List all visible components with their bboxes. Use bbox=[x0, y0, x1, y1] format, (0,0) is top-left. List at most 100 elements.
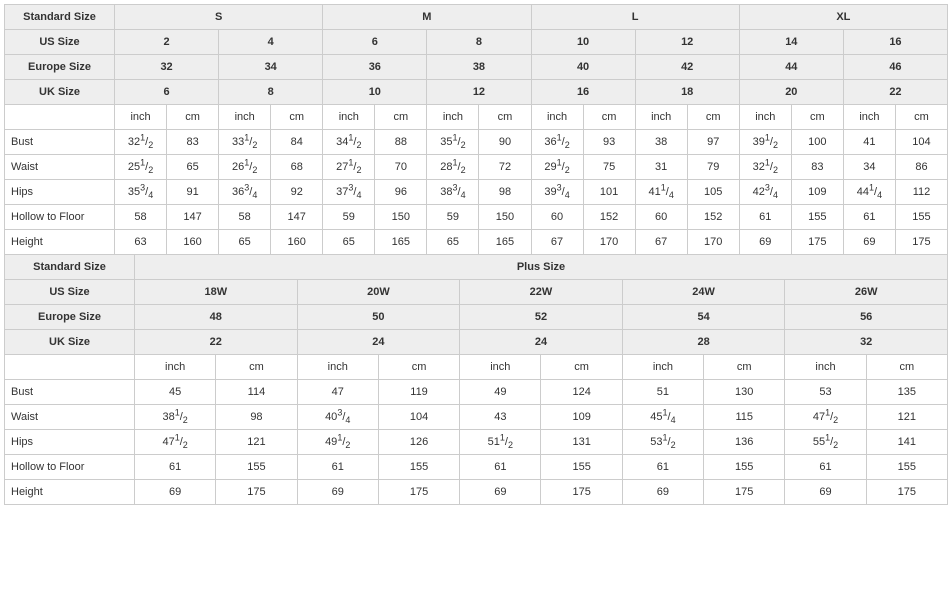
eu-4: 40 bbox=[531, 55, 635, 80]
row-hips-plus: Hips 471/2121 491/2126 511/2131 531/2136… bbox=[5, 430, 948, 455]
unit-inch: inch bbox=[115, 105, 167, 130]
row-hollow-plus: Hollow to Floor 61155 61155 61155 61155 … bbox=[5, 455, 948, 480]
cell: 170 bbox=[687, 230, 739, 255]
pus-0: 18W bbox=[135, 280, 298, 305]
puk-1: 24 bbox=[297, 330, 460, 355]
header-europe-size-2: Europe Size bbox=[5, 305, 135, 330]
unit-inch: inch bbox=[323, 105, 375, 130]
cell: 92 bbox=[271, 180, 323, 205]
label-waist: Waist bbox=[5, 155, 115, 180]
cell: 79 bbox=[687, 155, 739, 180]
cell: 175 bbox=[866, 480, 947, 505]
unit-cm: cm bbox=[704, 355, 785, 380]
cell: 69 bbox=[135, 480, 216, 505]
cell: 34 bbox=[843, 155, 895, 180]
cell: 67 bbox=[635, 230, 687, 255]
unit-cm: cm bbox=[687, 105, 739, 130]
unit-cm: cm bbox=[791, 105, 843, 130]
row-hollow: Hollow to Floor 58147 58147 59150 59150 … bbox=[5, 205, 948, 230]
cell: 155 bbox=[704, 455, 785, 480]
cell: 69 bbox=[785, 480, 866, 505]
header-standard-size: Standard Size bbox=[5, 5, 115, 30]
cell: 41 bbox=[843, 130, 895, 155]
cell: 69 bbox=[460, 480, 541, 505]
cell: 63 bbox=[115, 230, 167, 255]
row-height: Height 63160 65160 65165 65165 67170 671… bbox=[5, 230, 948, 255]
cell: 90 bbox=[479, 130, 531, 155]
cell: 83 bbox=[167, 130, 219, 155]
cell: 72 bbox=[479, 155, 531, 180]
cell: 61 bbox=[297, 455, 378, 480]
cell: 155 bbox=[216, 455, 297, 480]
cell: 175 bbox=[378, 480, 459, 505]
cell: 53 bbox=[785, 380, 866, 405]
pus-4: 26W bbox=[785, 280, 948, 305]
cell: 43 bbox=[460, 405, 541, 430]
cell: 98 bbox=[479, 180, 531, 205]
cell: 147 bbox=[167, 205, 219, 230]
plus-size-table: Standard Size Plus Size US Size 18W 20W … bbox=[4, 254, 948, 505]
cell: 98 bbox=[216, 405, 297, 430]
cell: 175 bbox=[895, 230, 947, 255]
cell: 100 bbox=[791, 130, 843, 155]
unit-cm: cm bbox=[375, 105, 427, 130]
cell: 160 bbox=[271, 230, 323, 255]
size-l: L bbox=[531, 5, 739, 30]
uk-4: 16 bbox=[531, 80, 635, 105]
cell: 65 bbox=[219, 230, 271, 255]
unit-cm: cm bbox=[216, 355, 297, 380]
cell: 155 bbox=[895, 205, 947, 230]
cell: 105 bbox=[687, 180, 739, 205]
peu-3: 54 bbox=[622, 305, 785, 330]
cell: 59 bbox=[323, 205, 375, 230]
cell: 403/4 bbox=[297, 405, 378, 430]
cell: 551/2 bbox=[785, 430, 866, 455]
unit-inch: inch bbox=[739, 105, 791, 130]
cell: 531/2 bbox=[622, 430, 703, 455]
cell: 155 bbox=[541, 455, 622, 480]
cell: 93 bbox=[583, 130, 635, 155]
unit-cm: cm bbox=[271, 105, 323, 130]
cell: 281/2 bbox=[427, 155, 479, 180]
header-europe-size: Europe Size bbox=[5, 55, 115, 80]
cell: 511/2 bbox=[460, 430, 541, 455]
peu-1: 50 bbox=[297, 305, 460, 330]
header-uk-size-2: UK Size bbox=[5, 330, 135, 355]
cell: 175 bbox=[541, 480, 622, 505]
label-bust: Bust bbox=[5, 130, 115, 155]
cell: 114 bbox=[216, 380, 297, 405]
cell: 152 bbox=[583, 205, 635, 230]
unit-inch: inch bbox=[531, 105, 583, 130]
cell: 251/2 bbox=[115, 155, 167, 180]
us-3: 8 bbox=[427, 30, 531, 55]
cell: 261/2 bbox=[219, 155, 271, 180]
cell: 391/2 bbox=[739, 130, 791, 155]
us-4: 10 bbox=[531, 30, 635, 55]
cell: 121 bbox=[866, 405, 947, 430]
cell: 84 bbox=[271, 130, 323, 155]
cell: 65 bbox=[323, 230, 375, 255]
cell: 150 bbox=[375, 205, 427, 230]
cell: 61 bbox=[622, 455, 703, 480]
pus-3: 24W bbox=[622, 280, 785, 305]
puk-4: 32 bbox=[785, 330, 948, 355]
row-bust-plus: Bust 45114 47119 49124 51130 53135 bbox=[5, 380, 948, 405]
label-height: Height bbox=[5, 230, 115, 255]
puk-3: 28 bbox=[622, 330, 785, 355]
cell: 49 bbox=[460, 380, 541, 405]
cell: 96 bbox=[375, 180, 427, 205]
cell: 61 bbox=[135, 455, 216, 480]
row-height-plus: Height 69175 69175 69175 69175 69175 bbox=[5, 480, 948, 505]
cell: 69 bbox=[739, 230, 791, 255]
us-5: 12 bbox=[635, 30, 739, 55]
cell: 69 bbox=[297, 480, 378, 505]
cell: 60 bbox=[635, 205, 687, 230]
eu-0: 32 bbox=[115, 55, 219, 80]
cell: 491/2 bbox=[297, 430, 378, 455]
eu-7: 46 bbox=[843, 55, 947, 80]
label-hips: Hips bbox=[5, 430, 135, 455]
header-us-size: US Size bbox=[5, 30, 115, 55]
cell: 271/2 bbox=[323, 155, 375, 180]
uk-2: 10 bbox=[323, 80, 427, 105]
cell: 101 bbox=[583, 180, 635, 205]
